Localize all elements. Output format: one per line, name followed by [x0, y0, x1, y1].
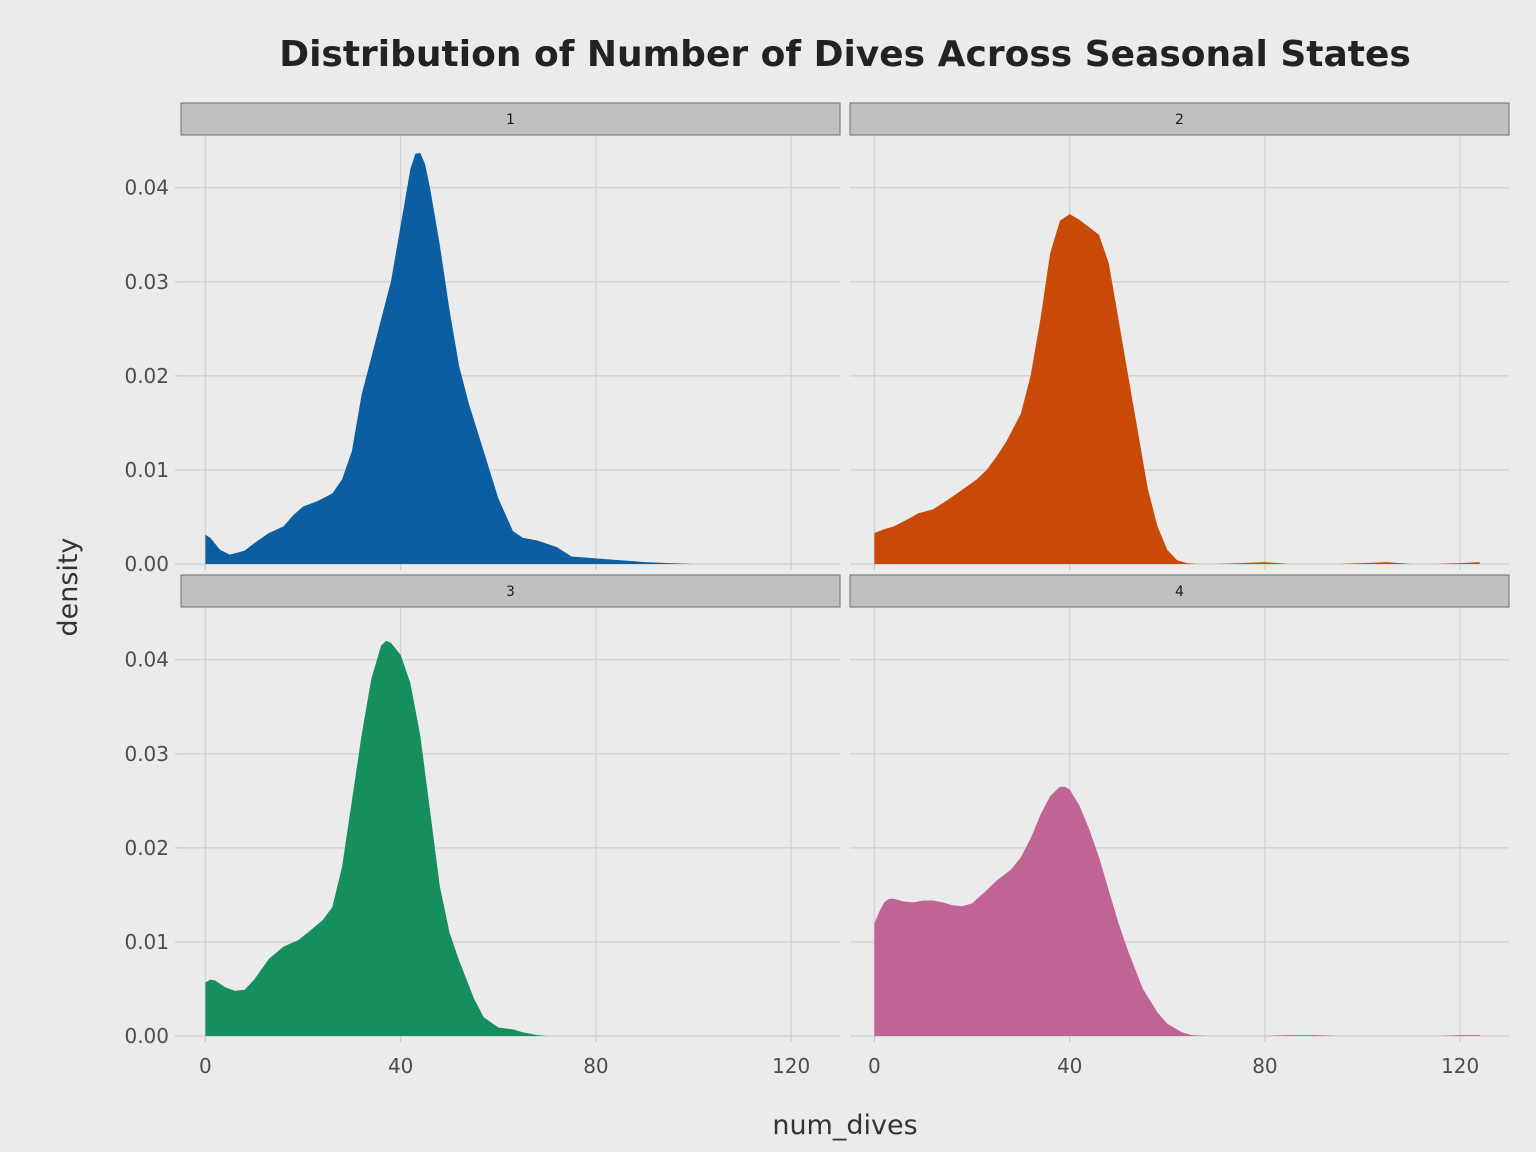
- facet-panel-1: 1 0.00 0.01 0.02 0.03 0.04: [124, 102, 841, 576]
- density-area-3: [205, 640, 548, 1036]
- x-tick-label: 40: [1057, 1054, 1082, 1078]
- density-area-1: [205, 152, 694, 564]
- y-tick-label: 0.03: [124, 270, 169, 294]
- y-tick-label: 0.02: [124, 364, 169, 388]
- facet-panel-3: 3 0.00 0.01 0.02 0.03 0.04 0 40 80 120: [124, 574, 841, 1078]
- x-tick-label: 0: [868, 1054, 881, 1078]
- y-tick-label: 0.02: [124, 836, 169, 860]
- x-tick-label: 0: [199, 1054, 212, 1078]
- facet-strip-label: 3: [506, 584, 515, 600]
- density-area-4: [874, 786, 1480, 1036]
- x-tick-label: 120: [1441, 1054, 1479, 1078]
- y-tick-label: 0.01: [124, 458, 169, 482]
- y-tick-label: 0.00: [124, 1024, 169, 1048]
- facet-panel-2: 2: [849, 102, 1510, 570]
- facet-strip-label: 4: [1175, 584, 1184, 600]
- density-area-2: [874, 214, 1480, 564]
- chart-title: Distribution of Number of Dives Across S…: [279, 34, 1411, 75]
- x-axis-title: num_dives: [772, 1110, 917, 1141]
- x-tick-label: 40: [388, 1054, 413, 1078]
- facet-strip: [180, 574, 841, 608]
- x-tick-label: 80: [1252, 1054, 1277, 1078]
- y-tick-label: 0.00: [124, 552, 169, 576]
- facet-panels: 1 0.00 0.01 0.02 0.03 0.04 2 3 0.00 0.01 0.02 0.03 0…: [124, 102, 1510, 1078]
- y-axis-title: density: [53, 537, 84, 636]
- x-tick-label: 120: [772, 1054, 810, 1078]
- facet-strip: [849, 574, 1510, 608]
- y-tick-label: 0.03: [124, 742, 169, 766]
- y-tick-label: 0.04: [124, 176, 169, 200]
- facet-strip-label: 1: [506, 112, 515, 128]
- facet-strip-label: 2: [1175, 112, 1184, 128]
- facet-strip: [180, 102, 841, 136]
- y-tick-label: 0.04: [124, 648, 169, 672]
- x-tick-label: 80: [583, 1054, 608, 1078]
- facet-strip: [849, 102, 1510, 136]
- facet-panel-4: 40 40 80 120: [849, 574, 1510, 1078]
- y-tick-label: 0.01: [124, 930, 169, 954]
